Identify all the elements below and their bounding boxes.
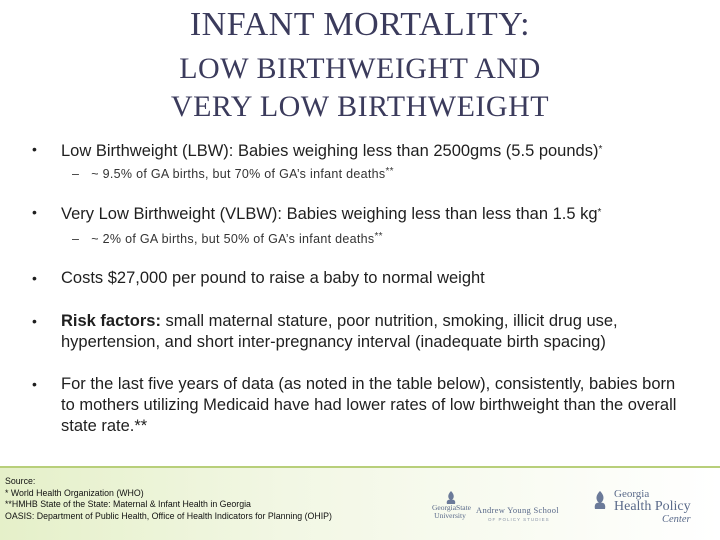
bullet-dot: • <box>32 141 37 157</box>
slide-title-line3: VERY LOW BIRTHWEIGHT <box>170 90 550 123</box>
bullet-text: Very Low Birthweight (VLBW): Babies weig… <box>61 205 598 223</box>
ghpc-georgia: Georgia <box>614 488 650 500</box>
sub-dash: – <box>72 232 80 246</box>
sub-bullet-lbw: – ~ 9.5% of GA births, but 70% of GA’s in… <box>72 166 672 181</box>
bullet-dot: • <box>32 204 37 220</box>
bullet-dot: • <box>32 313 37 329</box>
bullet-text: Low Birthweight (LBW): Babies weighing l… <box>61 142 599 160</box>
ays-name: Andrew Young School <box>476 505 559 515</box>
bullet-risk-factors: • Risk factors: small maternal stature, … <box>32 311 692 353</box>
source-line-hmhb: **HMHB State of the State: Maternal & In… <box>5 499 251 510</box>
sub-dash: – <box>72 167 80 181</box>
bullet-dot: • <box>32 376 37 392</box>
sub-bullet-text: ~ 2% of GA births, but 50% of GA’s infan… <box>91 232 375 246</box>
risk-factors-label: Risk factors: <box>61 312 161 330</box>
footnote-mark: ** <box>374 231 383 242</box>
bullet-medicaid: • For the last five years of data (as no… <box>32 374 692 437</box>
gsu-university: University <box>434 511 466 520</box>
footer-divider <box>0 466 720 468</box>
gsu-flame-icon <box>446 491 456 504</box>
bullet-dot: • <box>32 270 37 286</box>
bullet-costs: • Costs $27,000 per pound to raise a bab… <box>32 268 692 289</box>
ghpc-logo: Georgia Health Policy Center <box>588 488 716 532</box>
ghpc-center: Center <box>662 514 691 525</box>
footnote-mark: * <box>598 144 603 155</box>
ghpc-health-policy: Health Policy <box>614 499 691 514</box>
ays-subtitle: OF POLICY STUDIES <box>488 517 550 522</box>
bullet-text: For the last five years of data (as note… <box>61 375 677 435</box>
bullet-lbw: • Low Birthweight (LBW): Babies weighing… <box>32 139 692 162</box>
footnote-mark: ** <box>385 166 394 177</box>
footnote-mark: * <box>597 207 602 218</box>
source-line-who: * World Health Organization (WHO) <box>5 487 144 498</box>
ghpc-flame-icon <box>594 491 606 509</box>
bullet-vlbw: • Very Low Birthweight (VLBW): Babies we… <box>32 202 692 225</box>
source-heading: Source: <box>5 476 36 486</box>
bullet-text: small maternal stature, poor nutrition, … <box>61 312 618 351</box>
gsu-name: GeorgiaState <box>432 503 472 512</box>
slide-title-line2: LOW BIRTHWEIGHT AND <box>179 52 541 85</box>
gsu-ays-logo: GeorgiaState University Andrew Young Sch… <box>432 490 592 526</box>
bullet-text: Costs $27,000 per pound to raise a baby … <box>61 269 485 287</box>
sub-bullet-text: ~ 9.5% of GA births, but 70% of GA’s inf… <box>91 167 386 181</box>
source-line-oasis: OASIS: Department of Public Health, Offi… <box>5 510 332 521</box>
slide-title-line1: INFANT MORTALITY: <box>189 6 531 43</box>
source-notes: Source: * World Health Organization (WHO… <box>5 476 332 522</box>
sub-bullet-vlbw: – ~ 2% of GA births, but 50% of GA’s infa… <box>72 231 672 246</box>
